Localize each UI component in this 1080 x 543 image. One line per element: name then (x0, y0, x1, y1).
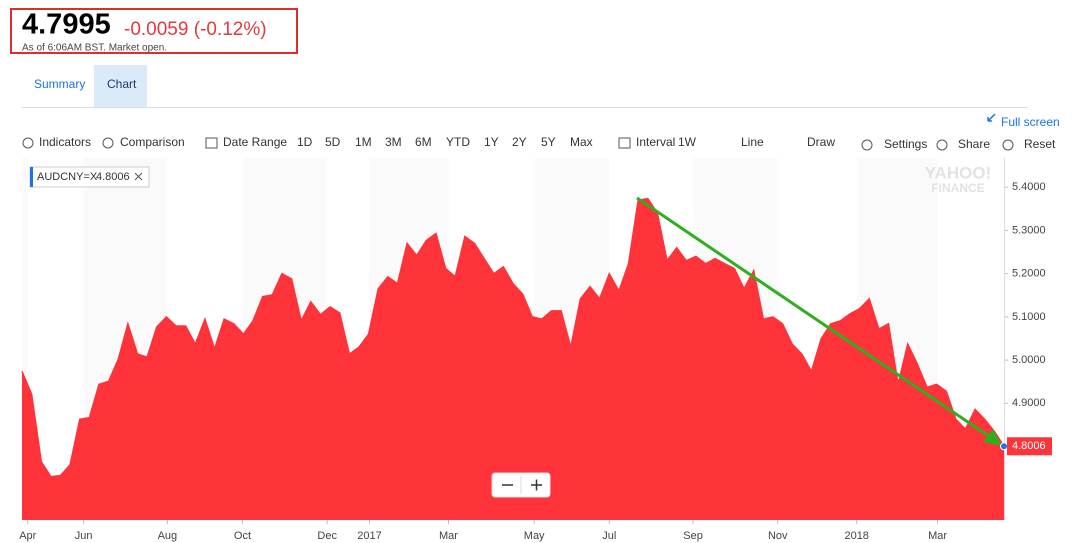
area-fill (22, 198, 1004, 520)
toolbar-item[interactable]: 2Y (512, 135, 527, 149)
y-tick-label: 5.4000 (1012, 181, 1046, 193)
price-change: -0.0059 (-0.12%) (124, 19, 267, 40)
toolbar-item[interactable]: Indicators (39, 135, 91, 149)
y-tick-label: 5.3000 (1012, 224, 1046, 236)
toolbar-item[interactable]: Max (570, 135, 593, 149)
x-tick-label: Mar (928, 530, 947, 542)
area-line (21, 197, 1005, 478)
toolbar-item[interactable]: 1M (355, 135, 372, 149)
toolbar-item[interactable]: 1Y (484, 135, 499, 149)
toolbar-icon (205, 137, 218, 149)
toolbar-item[interactable]: Settings (884, 137, 927, 151)
toolbar-icon (936, 139, 948, 151)
highlight-box (10, 8, 298, 54)
active-tab-bg (94, 65, 147, 108)
price: 4.7995 (22, 9, 111, 41)
plot (21, 197, 1005, 520)
toolbar-item[interactable]: 1D (297, 135, 313, 149)
trend-arrow (636, 196, 991, 439)
trend-arrowhead (983, 429, 1002, 446)
toolbar-item[interactable]: 6M (415, 135, 432, 149)
full-screen[interactable]: Full screen (1001, 115, 1060, 129)
tab[interactable]: Chart (107, 77, 137, 91)
watermark: YAHOO! (925, 163, 991, 182)
y-tick-label: 5.0000 (1012, 354, 1046, 366)
timestamp: As of 6:06AM BST. Market open. (22, 43, 167, 54)
legend-close[interactable] (134, 172, 143, 181)
toolbar-item[interactable]: Comparison (120, 135, 185, 149)
x-tick-label: Dec (317, 530, 337, 542)
x-tick-label: Apr (19, 530, 36, 542)
x-tick-label: May (524, 530, 545, 542)
toolbar-icon (1002, 139, 1014, 151)
toolbar-icon (618, 137, 631, 149)
y-tick-label: 4.9000 (1012, 397, 1046, 409)
legend-accent (30, 167, 33, 187)
toolbar-item[interactable]: 5D (325, 135, 341, 149)
x-tick-label: Aug (158, 530, 178, 542)
last-value-label: 4.8006 (1012, 440, 1046, 452)
legend-value: 4.8006 (96, 171, 130, 183)
toolbar-item[interactable]: YTD (446, 135, 470, 149)
toolbar-icon (22, 137, 34, 149)
toolbar-icon (102, 137, 114, 149)
y-tick-label: 5.1000 (1012, 311, 1046, 323)
toolbar-item[interactable]: 1W (678, 135, 697, 149)
toolbar-item[interactable]: Date Range (223, 135, 287, 149)
y-tick-label: 5.2000 (1012, 268, 1046, 280)
toolbar-item[interactable]: Draw (807, 135, 835, 149)
last-point (1000, 442, 1008, 451)
last-value-box (1007, 437, 1052, 456)
x-tick-label: Sep (683, 530, 703, 542)
x-tick-label: Jul (602, 530, 616, 542)
toolbar-item[interactable]: 3M (385, 135, 402, 149)
full-screen-icon (987, 113, 996, 122)
legend-symbol: AUDCNY=X (37, 171, 98, 183)
toolbar-item[interactable]: Reset (1024, 137, 1056, 151)
toolbar-item[interactable]: Line (741, 135, 764, 149)
x-tick-label: Mar (439, 530, 458, 542)
tab[interactable]: Summary (34, 77, 85, 91)
watermark: FINANCE (931, 181, 984, 195)
toolbar-item[interactable]: Interval (636, 135, 675, 149)
toolbar-item[interactable]: Share (958, 137, 990, 151)
x-tick-label: Jun (75, 530, 93, 542)
toolbar-icon (861, 139, 873, 151)
zoom-in[interactable] (531, 479, 542, 491)
toolbar-item[interactable]: 5Y (541, 135, 556, 149)
x-tick-label: Oct (234, 530, 251, 542)
x-tick-label: 2017 (357, 530, 381, 542)
x-tick-label: Nov (768, 530, 788, 542)
x-tick-label: 2018 (844, 530, 868, 542)
